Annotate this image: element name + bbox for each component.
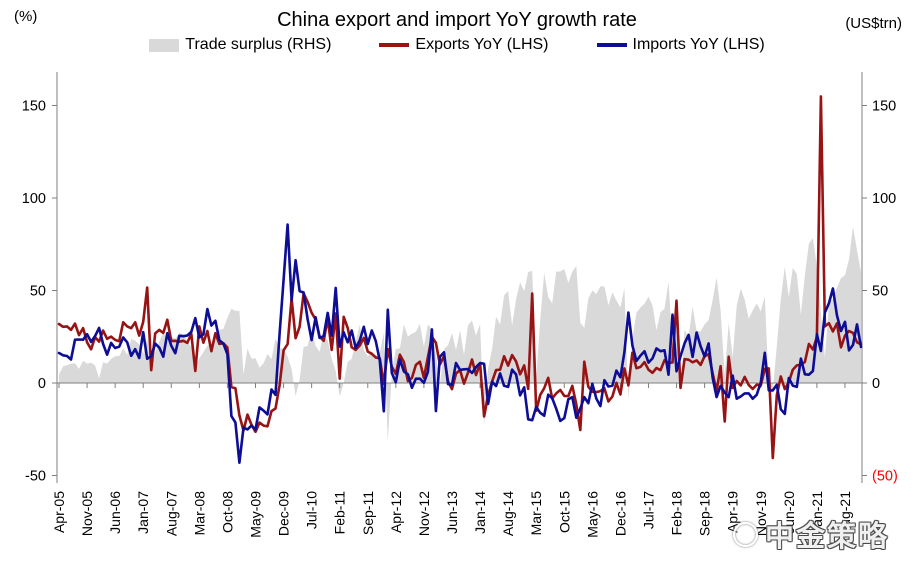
legend-item-trade-surplus: Trade surplus (RHS) [149,36,331,54]
legend-label: Trade surplus (RHS) [185,36,332,53]
right-axis-tick-label: 100 [872,191,896,207]
x-axis-tick-label: Jul-10 [304,491,320,529]
x-axis-tick-label: Jan-07 [135,491,151,534]
x-axis-tick-label: Jun-13 [444,491,460,534]
x-axis-tick-label: Feb-18 [669,491,685,536]
x-axis-tick-label: Mar-08 [191,491,207,536]
x-axis-tick-label: Oct-08 [219,491,235,533]
x-axis-tick-label: Sep-18 [697,491,713,536]
left-axis-unit-label: (%) [14,8,38,25]
legend-label: Imports YoY (LHS) [632,36,765,53]
exports-line [57,95,863,460]
x-axis-tick-label: Sep-11 [360,491,376,535]
watermark-text: 中金策略 [765,521,890,553]
x-axis-tick-label: Nov-12 [416,491,432,536]
x-axis-tick-label: Aug-21 [837,491,853,536]
x-axis-tick-label: Oct-15 [556,491,572,533]
left-axis-tick-label: -50 [25,469,46,485]
x-axis-tick-label: Aug-14 [500,491,516,536]
x-axis-tick-label: Dec-16 [612,491,628,536]
imports-line-swatch [596,43,627,47]
watermark: 中金策略 [733,513,889,555]
legend: Trade surplus (RHS) Exports YoY (LHS) Im… [0,36,914,54]
right-axis-tick-label: (50) [872,469,898,485]
left-axis-tick-label: 50 [30,284,46,300]
x-axis-tick-label: Apr-19 [725,491,741,533]
x-axis-tick-label: Jan-14 [472,491,488,534]
right-axis-tick-label: 150 [872,99,896,115]
x-axis-tick-label: Nov-19 [753,491,769,536]
trade-surplus-swatch [149,38,180,52]
right-axis-tick-label: 0 [872,376,880,392]
legend-item-imports: Imports YoY (LHS) [596,36,765,54]
left-axis-tick-label: 100 [22,191,46,207]
x-axis-tick-label: May-09 [247,491,263,538]
x-axis-tick-label: Mar-15 [528,491,544,536]
exports-line-swatch [379,43,410,47]
x-axis-tick-label: Jun-20 [781,491,797,534]
right-axis-tick-label: 50 [872,284,888,300]
trade-surplus-area [59,226,861,442]
left-axis-tick-label: 0 [38,376,46,392]
right-axis-unit-label: (US$trn) [845,15,902,32]
x-axis-tick-label: Apr-12 [388,491,404,533]
x-axis-tick-label: Jul-17 [640,491,656,529]
legend-label: Exports YoY (LHS) [415,36,549,53]
x-axis-tick-label: Dec-09 [276,491,292,536]
left-axis-tick-label: 150 [22,99,46,115]
imports-line [57,223,863,465]
x-axis-tick-label: Nov-05 [79,491,95,536]
x-axis-tick-label: Jun-06 [107,491,123,534]
x-axis-tick-label: Jan-21 [809,491,825,534]
x-axis-tick-label: Apr-05 [51,491,67,533]
chart-title: China export and import YoY growth rate [277,9,637,31]
x-axis-tick-label: Feb-11 [332,491,348,535]
x-axis-tick-label: Aug-07 [163,491,179,536]
cicc-logo-icon [733,521,758,547]
x-axis-tick-label: May-16 [584,491,600,538]
legend-item-exports: Exports YoY (LHS) [379,36,549,54]
